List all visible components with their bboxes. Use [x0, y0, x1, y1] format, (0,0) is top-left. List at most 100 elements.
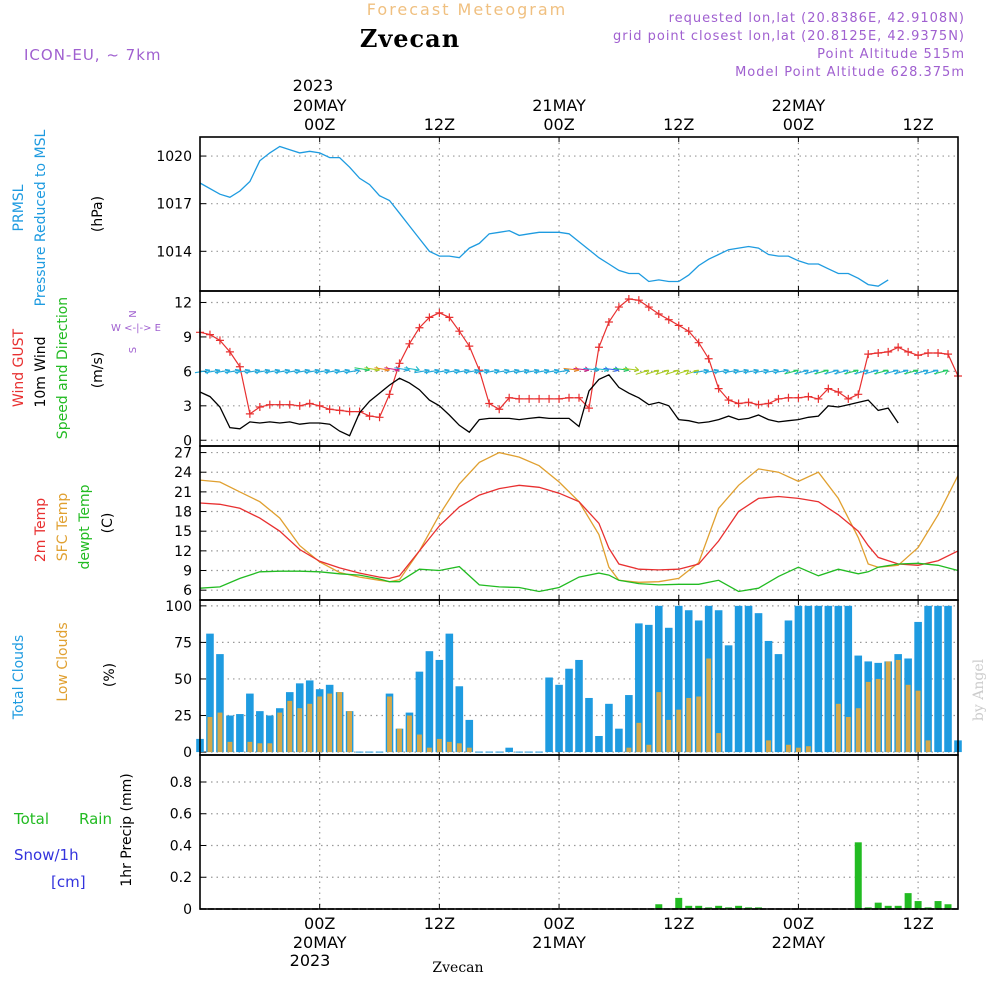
cloud-total-bar: [236, 714, 244, 753]
precip-ytick-label-2: 0.4: [170, 838, 192, 854]
wind-gust-marker: [614, 303, 623, 312]
wind-direction-arrow: [404, 366, 420, 372]
wind-gust-marker: [814, 394, 823, 403]
cloud-low-bar: [885, 661, 891, 753]
wind-gust-marker: [754, 400, 763, 409]
precip-panel-frame: [199, 754, 959, 910]
gridpoint-coords: grid point closest lon,lat (20.8125E, 42…: [613, 29, 965, 44]
clouds-ytick-label-3: 25: [174, 709, 192, 725]
temp-2m-line: [199, 484, 959, 580]
clouds-total-label: Total Clouds: [11, 635, 27, 720]
wind-gust-marker: [584, 404, 593, 413]
wind-gust-marker: [235, 362, 244, 371]
wind-gust-marker: [804, 392, 813, 401]
pressure-label-2: Pressure Reduced to MSL: [33, 129, 49, 306]
wind-gust-marker: [385, 390, 394, 399]
wind-gust-marker: [545, 394, 554, 403]
top-time-label: 22MAY: [772, 96, 826, 115]
wind-gust-marker: [335, 406, 344, 415]
wind-gust-marker: [305, 399, 314, 408]
bottom-time-axis: 2023 00Z 12Z 00Z 12Z 00Z 12Z 20MAY 21MAY 22MAY: [290, 914, 934, 970]
temp-ytick-label-0: 27: [174, 446, 192, 462]
wind-panel-labels: Wind GUST 10m Wind Speed and Direction (…: [11, 297, 161, 439]
precip-rain-bar: [735, 905, 743, 909]
cloud-total-bar: [754, 613, 763, 753]
cloud-low-bar: [905, 684, 911, 753]
bottom-date-label: 21MAY: [532, 933, 586, 952]
precip-ytick-label-3: 0.2: [170, 870, 192, 886]
wind-gust-marker: [295, 401, 304, 410]
wind-gust-marker: [924, 349, 933, 357]
bottom-year-label: 2023: [290, 951, 331, 970]
cloud-total-bar: [425, 651, 434, 753]
wind-gust-marker: [864, 350, 873, 359]
wind-gust-marker: [944, 350, 953, 359]
wind-gust-marker: [205, 330, 214, 339]
cloud-low-bar: [915, 690, 921, 753]
clouds-ytick-label-4: 0: [183, 745, 192, 761]
cloud-total-bar: [505, 747, 513, 753]
wind-gust-marker: [365, 412, 374, 421]
cloud-low-bar: [626, 747, 632, 753]
pressure-label-1: PRMSL: [11, 184, 27, 231]
cloud-low-bar: [835, 703, 841, 753]
wind-gust-marker: [634, 296, 643, 305]
precip-rain-bar: [675, 897, 683, 909]
cloud-low-bar: [875, 678, 881, 753]
cloud-low-bar: [436, 738, 442, 753]
wind-gust-marker: [624, 295, 633, 304]
cloud-low-bar: [416, 734, 422, 753]
cloud-total-bar: [465, 719, 474, 753]
wind-speed-line: [199, 373, 899, 437]
precip-rain-label: Rain: [79, 810, 112, 828]
wind-gust-marker: [654, 309, 663, 318]
cloud-total-bar: [664, 627, 673, 753]
precip-ytick-label-4: 0: [183, 902, 192, 918]
wind-direction-arrow: [344, 368, 360, 375]
top-time-label: 00Z: [304, 115, 335, 134]
cloud-total-bar: [615, 728, 623, 753]
top-time-label: 12Z: [663, 115, 694, 134]
wind-gust-marker: [764, 399, 773, 408]
cloud-total-bar: [555, 684, 563, 753]
wind-gust-marker: [774, 394, 783, 403]
wind-gust-marker: [744, 398, 753, 407]
top-time-label: 00Z: [783, 115, 814, 134]
wind-gust-marker: [425, 313, 434, 322]
temp-ytick-label-4: 15: [174, 524, 192, 540]
precip-rain-bar: [685, 905, 693, 909]
cloud-low-bar: [217, 712, 223, 753]
precip-rain-bar: [904, 893, 912, 909]
bottom-date-label: 20MAY: [293, 933, 347, 952]
cloud-low-bar: [895, 659, 901, 753]
cloud-total-bar: [744, 605, 753, 753]
wind-gust-marker: [345, 407, 354, 416]
cloud-low-bar: [207, 716, 213, 753]
wind-gust-marker: [375, 413, 384, 422]
cloud-total-bar: [455, 686, 464, 753]
wind-ytick-label-2: 6: [183, 364, 192, 380]
cloud-low-bar: [407, 715, 412, 753]
cloud-total-bar: [256, 711, 264, 753]
wind-gust-marker: [664, 315, 673, 324]
model-label: ICON-EU, ~ 7km: [24, 46, 162, 64]
cloud-total-bar: [545, 677, 553, 753]
precip-ytick-label-0: 0.8: [170, 775, 192, 791]
clouds-ytick-label-1: 75: [174, 635, 192, 651]
cloud-low-bar: [925, 740, 931, 753]
precip-rain-bar: [854, 842, 862, 909]
wind-gust-label: Wind GUST: [11, 328, 27, 407]
bottom-date-label: 22MAY: [772, 933, 826, 952]
pressure-unit: (hPa): [90, 196, 106, 232]
cloud-low-bar: [257, 743, 263, 753]
pressure-panel-frame: [199, 136, 959, 292]
wind-gust-marker: [934, 349, 943, 357]
bottom-time-label: 00Z: [783, 914, 814, 933]
precip-rain-bar: [914, 901, 922, 909]
wind-gust-marker: [495, 405, 504, 414]
wind-gust-marker: [714, 384, 723, 393]
wind-gust-marker: [794, 393, 803, 402]
wind-gust-marker: [894, 343, 903, 352]
cloud-low-bar: [267, 743, 273, 753]
